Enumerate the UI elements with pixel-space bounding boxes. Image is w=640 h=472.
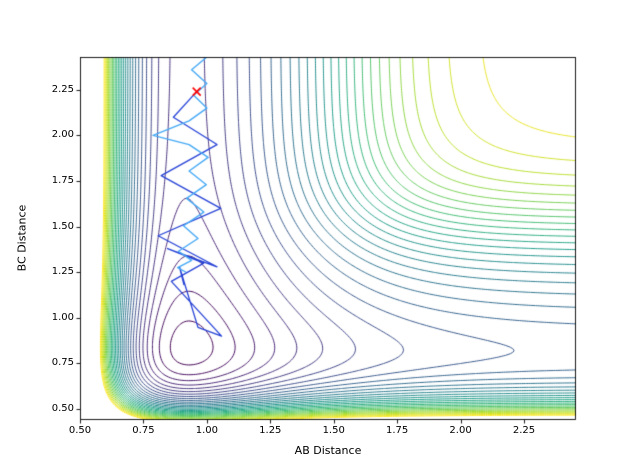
x-tick-label: 0.75 [132,425,155,436]
y-tick-label: 2.00 [51,129,74,141]
x-tick-label: 0.50 [68,425,92,436]
y-tick-label: 2.25 [51,83,74,95]
x-tick-label: 1.25 [259,425,282,436]
x-tick-label: 1.75 [385,425,409,436]
y-tick-label: 0.75 [51,357,74,369]
y-tick-label: 1.75 [51,175,74,187]
y-tick-label: 1.00 [51,311,74,323]
x-tick-label: 2.00 [449,425,472,436]
x-axis-label: AB Distance [294,444,362,457]
x-tick-label: 2.25 [512,425,536,436]
y-tick-label: 1.50 [51,220,74,232]
x-tick-label: 1.00 [195,425,218,436]
y-tick-label: 1.25 [51,266,74,278]
y-axis-label: BC Distance [15,204,29,272]
y-tick-label: 0.50 [51,403,74,415]
x-tick-label: 1.50 [322,425,345,436]
